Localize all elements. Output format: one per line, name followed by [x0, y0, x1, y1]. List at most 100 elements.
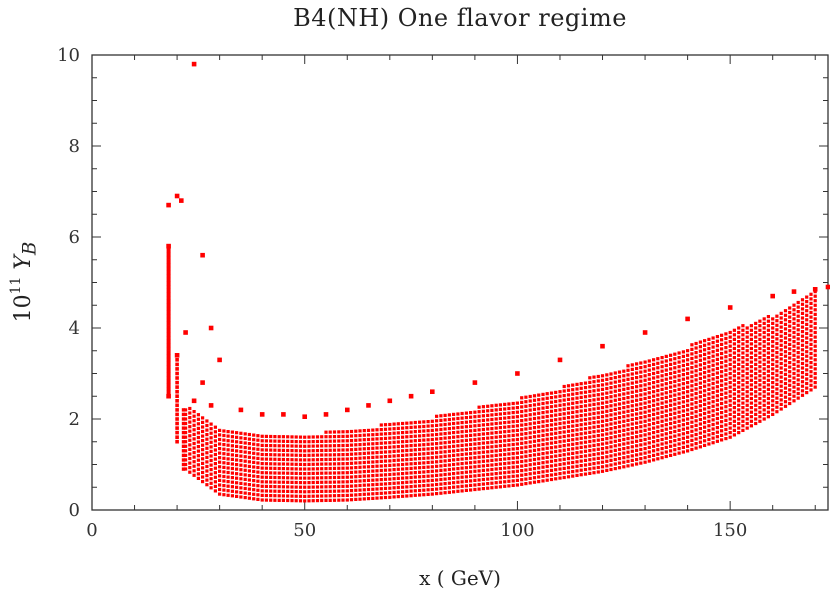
data-point	[732, 356, 736, 360]
data-point	[562, 407, 566, 411]
data-point	[686, 385, 690, 389]
data-point	[208, 403, 214, 408]
data-point	[652, 394, 656, 398]
data-point	[630, 445, 634, 449]
data-point	[707, 396, 711, 401]
data-point	[354, 470, 358, 474]
data-point	[694, 423, 698, 427]
data-point	[243, 441, 247, 445]
data-point	[549, 464, 554, 468]
data-point	[579, 436, 583, 440]
data-point	[413, 466, 417, 470]
data-point	[694, 442, 698, 446]
data-point	[698, 431, 702, 435]
data-point	[166, 303, 171, 308]
data-point	[775, 401, 779, 405]
data-point	[622, 460, 626, 464]
data-point	[562, 389, 566, 393]
data-point	[681, 450, 685, 454]
data-point	[788, 342, 792, 346]
data-point	[660, 415, 664, 419]
data-point	[681, 423, 685, 427]
data-point	[745, 403, 749, 407]
data-point	[660, 424, 664, 428]
data-point	[422, 429, 426, 433]
data-point	[775, 373, 779, 377]
data-point	[503, 425, 507, 429]
data-point	[405, 453, 409, 457]
data-point	[269, 475, 273, 479]
data-point	[494, 485, 498, 489]
data-point	[775, 364, 779, 368]
data-point	[630, 422, 634, 426]
data-point	[396, 490, 400, 494]
data-point	[209, 431, 213, 435]
data-point	[396, 481, 400, 485]
data-point	[813, 349, 817, 353]
data-point	[379, 423, 383, 427]
data-point	[396, 431, 400, 435]
data-point	[362, 442, 366, 446]
data-point	[413, 452, 417, 456]
data-point	[303, 435, 307, 439]
data-point	[371, 446, 375, 450]
data-point	[379, 459, 383, 463]
data-point	[294, 458, 298, 462]
data-point	[477, 451, 481, 455]
data-point	[328, 462, 332, 466]
data-point	[558, 444, 562, 448]
data-point	[600, 401, 605, 405]
data-point	[358, 465, 362, 469]
data-point	[388, 472, 392, 477]
data-point	[686, 362, 690, 366]
data-point	[796, 360, 800, 364]
data-point	[328, 489, 332, 493]
data-point	[630, 363, 634, 367]
data-point	[532, 407, 537, 411]
data-point	[464, 466, 468, 470]
data-point	[307, 444, 311, 448]
data-point	[805, 345, 809, 349]
data-point	[422, 474, 426, 479]
data-point	[775, 387, 779, 391]
data-point	[486, 418, 490, 422]
data-point	[643, 419, 647, 423]
data-point	[703, 393, 707, 397]
data-point	[405, 485, 409, 489]
data-point	[498, 467, 502, 471]
data-point	[660, 442, 664, 446]
data-point	[711, 427, 715, 431]
data-point	[366, 428, 371, 432]
data-point	[583, 386, 588, 390]
data-point	[256, 465, 260, 470]
data-point	[745, 421, 749, 426]
data-point	[592, 471, 596, 475]
data-point	[669, 453, 673, 457]
data-point	[209, 454, 213, 458]
data-point	[413, 475, 417, 479]
data-point	[281, 485, 285, 489]
data-point	[422, 424, 426, 429]
data-point	[575, 423, 579, 427]
data-point	[813, 317, 817, 321]
data-point	[596, 438, 600, 442]
data-point	[741, 342, 745, 346]
data-point	[796, 328, 800, 332]
data-point	[281, 435, 285, 439]
data-point	[715, 421, 719, 425]
data-point	[439, 423, 443, 427]
data-point	[188, 443, 192, 447]
data-point	[222, 493, 226, 497]
data-point	[188, 447, 192, 451]
data-point	[554, 463, 558, 467]
data-point	[766, 315, 770, 319]
data-point	[260, 439, 264, 443]
data-point	[166, 343, 171, 348]
data-point	[694, 405, 698, 409]
data-point	[201, 443, 205, 447]
data-point	[545, 451, 549, 455]
data-point	[779, 398, 783, 402]
data-point	[469, 433, 473, 437]
data-point	[239, 477, 243, 481]
data-point	[277, 435, 281, 439]
